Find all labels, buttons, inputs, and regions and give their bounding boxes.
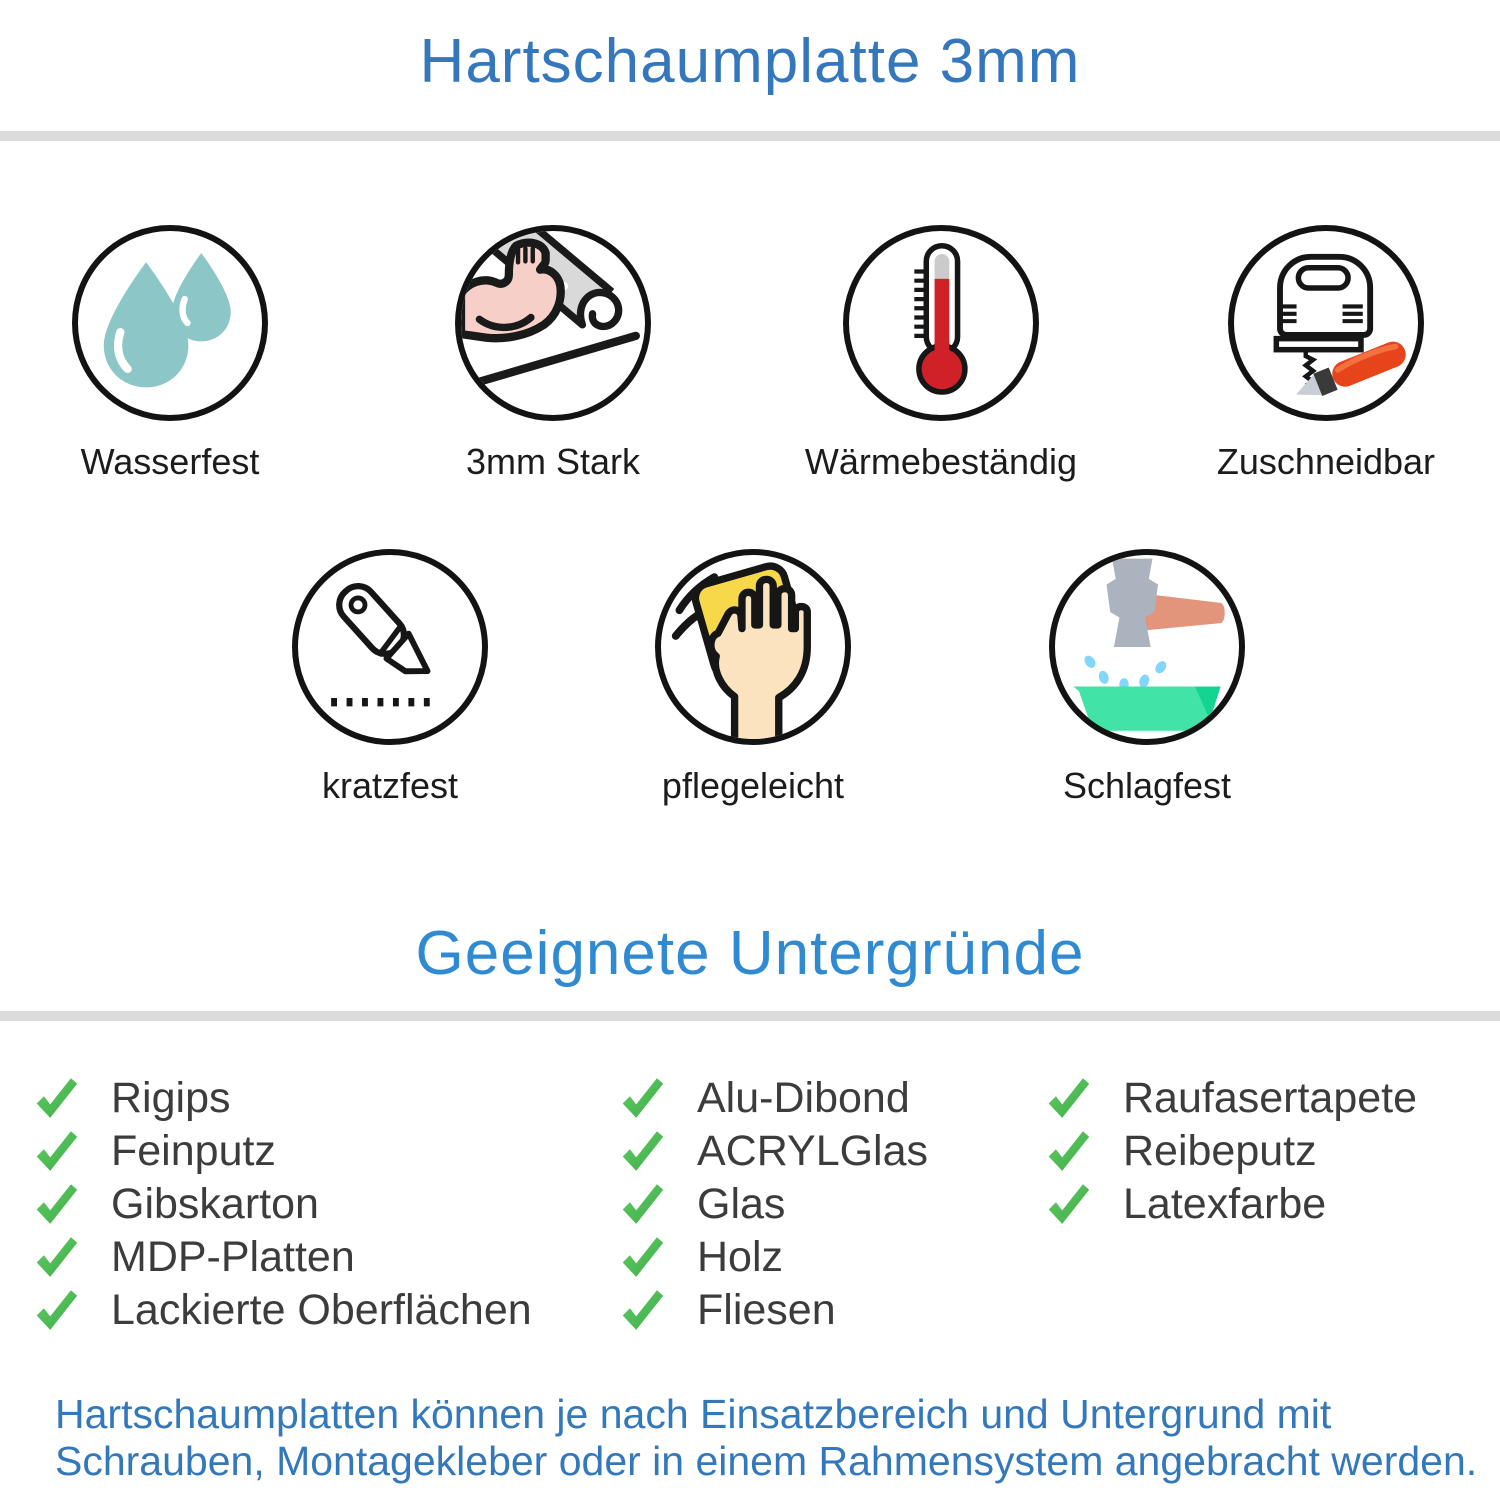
substrate-label: MDP-Platten bbox=[111, 1233, 355, 1281]
substrates-column-1: Rigips Feinputz Gibskarton MDP-Platten L… bbox=[34, 1072, 532, 1337]
feature-waermebestaendig: Wärmebeständig bbox=[781, 225, 1101, 483]
substrates-column-2: Alu-Dibond ACRYLGlas Glas Holz Fliesen bbox=[620, 1072, 928, 1337]
thermometer-icon bbox=[914, 242, 968, 395]
divider-top bbox=[0, 131, 1500, 141]
feature-icon-circle bbox=[292, 549, 488, 745]
substrate-item: Lackierte Oberflächen bbox=[34, 1284, 532, 1337]
checkmark-icon bbox=[622, 1183, 664, 1224]
checkmark-icon bbox=[622, 1077, 664, 1118]
checkmark-icon bbox=[36, 1130, 78, 1171]
substrate-label: Fliesen bbox=[697, 1286, 836, 1334]
substrate-item: Fliesen bbox=[620, 1284, 928, 1337]
substrate-label: Reibeputz bbox=[1123, 1127, 1317, 1175]
checkmark-icon bbox=[36, 1077, 78, 1118]
page-title: Hartschaumplatte 3mm bbox=[419, 27, 1081, 96]
divider-middle bbox=[0, 1011, 1500, 1021]
wiping-hand-icon bbox=[671, 562, 811, 739]
feature-zuschneidbar: Zuschneidbar bbox=[1166, 225, 1486, 483]
feature-label: Wärmebeständig bbox=[804, 441, 1078, 482]
checkmark-icon bbox=[36, 1236, 78, 1277]
checkmark-icon bbox=[1048, 1077, 1090, 1118]
feature-label: Zuschneidbar bbox=[1216, 441, 1436, 482]
feature-label: Schlagfest bbox=[1062, 765, 1232, 806]
water-drops-icon bbox=[103, 253, 231, 388]
substrate-label: Latexfarbe bbox=[1123, 1180, 1327, 1228]
substrate-item: Rigips bbox=[34, 1072, 532, 1125]
feature-label: Wasserfest bbox=[80, 441, 260, 482]
section-title: Geeignete Untergründe bbox=[415, 919, 1085, 988]
substrate-item: Feinputz bbox=[34, 1125, 532, 1178]
checkmark-icon bbox=[1048, 1183, 1090, 1224]
feature-icon-circle bbox=[72, 225, 268, 421]
feature-label: 3mm Stark bbox=[465, 441, 641, 482]
feature-kratzfest: kratzfest bbox=[230, 549, 550, 807]
feature-icon-circle bbox=[455, 225, 651, 421]
feature-icon-circle bbox=[1228, 225, 1424, 421]
substrate-label: Holz bbox=[697, 1233, 784, 1281]
checkmark-icon bbox=[36, 1289, 78, 1330]
substrate-item: Raufasertapete bbox=[1046, 1072, 1417, 1125]
feature-label: kratzfest bbox=[321, 765, 459, 806]
checkmark-icon bbox=[622, 1236, 664, 1277]
substrate-item: ACRYLGlas bbox=[620, 1125, 928, 1178]
feature-schlagfest: Schlagfest bbox=[987, 549, 1307, 807]
feature-3mm-stark: 3mm Stark bbox=[393, 225, 713, 483]
substrate-label: Raufasertapete bbox=[1123, 1074, 1418, 1122]
substrate-item: Holz bbox=[620, 1231, 928, 1284]
substrate-item: MDP-Platten bbox=[34, 1231, 532, 1284]
feature-icon-circle bbox=[843, 225, 1039, 421]
feature-icon-circle bbox=[655, 549, 851, 745]
feature-pflegeleicht: pflegeleicht bbox=[593, 549, 913, 807]
flexed-arm-roll-icon bbox=[461, 231, 640, 392]
substrate-label: Feinputz bbox=[111, 1127, 276, 1175]
checkmark-icon bbox=[36, 1183, 78, 1224]
substrate-label: Lackierte Oberflächen bbox=[111, 1286, 532, 1334]
substrate-item: Alu-Dibond bbox=[620, 1072, 928, 1125]
substrates-column-3: Raufasertapete Reibeputz Latexfarbe bbox=[1046, 1072, 1417, 1231]
substrate-item: Glas bbox=[620, 1178, 928, 1231]
substrate-item: Reibeputz bbox=[1046, 1125, 1417, 1178]
checkmark-icon bbox=[1048, 1130, 1090, 1171]
substrate-label: Gibskarton bbox=[111, 1180, 319, 1228]
checkmark-icon bbox=[622, 1130, 664, 1171]
hammer-icon bbox=[1073, 558, 1225, 731]
jigsaw-cutter-icon bbox=[1273, 253, 1406, 396]
substrate-item: Gibskarton bbox=[34, 1178, 532, 1231]
substrate-label: Rigips bbox=[111, 1074, 231, 1122]
utility-knife-icon bbox=[331, 583, 435, 707]
substrate-label: Alu-Dibond bbox=[697, 1074, 910, 1122]
footer-line-1: Hartschaumplatten können je nach Einsatz… bbox=[55, 1391, 1332, 1437]
checkmark-icon bbox=[622, 1289, 664, 1330]
substrate-label: Glas bbox=[697, 1180, 786, 1228]
feature-icon-circle bbox=[1049, 549, 1245, 745]
substrate-label: ACRYLGlas bbox=[697, 1127, 929, 1175]
footer-note: Hartschaumplatten können je nach Einsatz… bbox=[55, 1391, 1477, 1485]
footer-line-2: Schrauben, Montagekleber oder in einem R… bbox=[55, 1438, 1478, 1484]
feature-wasserfest: Wasserfest bbox=[10, 225, 330, 483]
feature-label: pflegeleicht bbox=[661, 765, 845, 806]
substrate-item: Latexfarbe bbox=[1046, 1178, 1417, 1231]
